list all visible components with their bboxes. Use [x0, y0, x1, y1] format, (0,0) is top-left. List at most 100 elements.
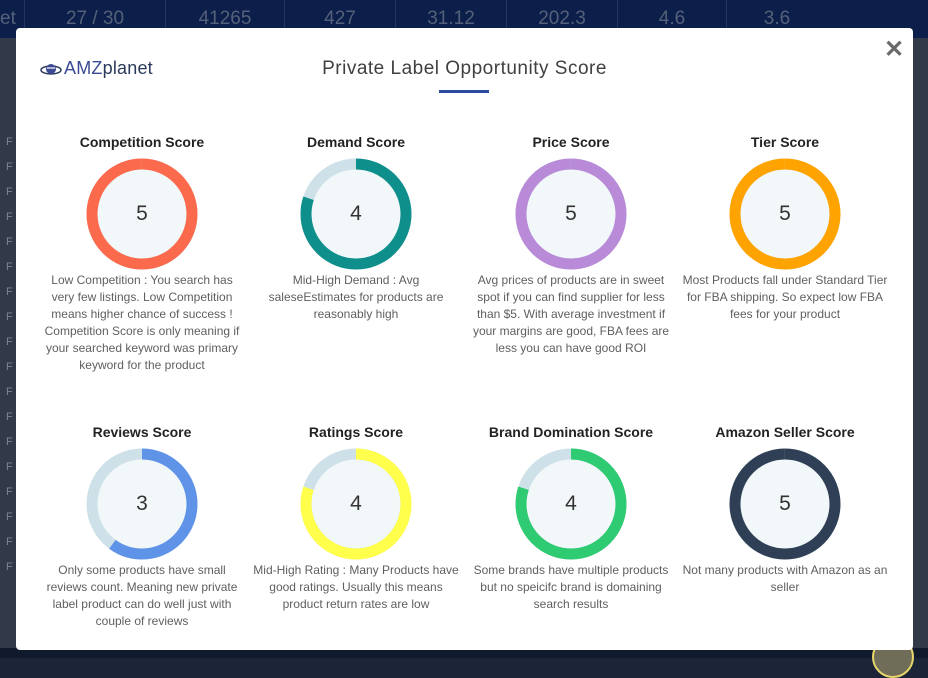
background-table-edge: F F F F F F F F F F F F F F F F F F: [0, 38, 16, 658]
score-card-title: Price Score: [532, 134, 610, 150]
bg-row-marker: F: [6, 411, 13, 423]
score-card-title: Amazon Seller Score: [715, 424, 855, 440]
score-description: Some brands have multiple products but n…: [473, 563, 669, 611]
bg-stat: et: [0, 0, 25, 38]
score-ring-progress: [300, 448, 412, 560]
score-ring: 5: [729, 158, 841, 270]
score-ring-center: [526, 169, 616, 259]
bg-row-marker: F: [6, 511, 13, 523]
title-underline: [439, 90, 489, 93]
bg-stat: 4.6: [618, 0, 727, 38]
modal-title: Private Label Opportunity Score: [322, 58, 607, 79]
score-card: Price Score 5 Avg prices of products are i…: [464, 132, 678, 357]
close-icon[interactable]: ✕: [884, 36, 905, 63]
score-ring-chart: [86, 448, 198, 560]
score-value: 4: [565, 492, 577, 515]
score-card-title: Tier Score: [750, 134, 820, 150]
score-ring: 4: [300, 448, 412, 560]
score-ring: 4: [300, 158, 412, 270]
bg-row-marker: F: [6, 161, 13, 173]
score-card: Tier Score 5 Most Products fall under Stan…: [678, 132, 892, 323]
score-card-title: Brand Domination Score: [488, 424, 654, 440]
planet-logo-icon: [40, 63, 62, 75]
score-description: Avg prices of products are in sweet spot…: [472, 273, 670, 355]
bg-row-marker: F: [6, 486, 13, 498]
bg-row-marker: F: [6, 336, 13, 348]
score-ring-progress: [729, 448, 841, 560]
score-description: Mid-High Demand : Avg saleseEstimates fo…: [268, 273, 444, 321]
bg-row-marker: F: [6, 136, 13, 148]
score-ring: 5: [515, 158, 627, 270]
score-ring-chart: [729, 448, 841, 560]
bg-stat: 41265: [166, 0, 285, 38]
score-card-title: Reviews Score: [92, 424, 192, 440]
bg-row-marker: F: [6, 561, 13, 573]
score-value: 5: [779, 492, 791, 515]
logo-text-suffix: planet: [102, 58, 153, 78]
bg-row-marker: F: [6, 186, 13, 198]
background-footer: [0, 648, 928, 658]
score-ring-center: [311, 169, 401, 259]
bg-row-marker: F: [6, 311, 13, 323]
opportunity-score-modal: AMZplanet Private Label Opportunity Scor…: [16, 28, 913, 650]
bg-row-marker: F: [6, 461, 13, 473]
score-ring-center: [311, 459, 401, 549]
score-ring-chart: [515, 158, 627, 270]
bg-stat: 27 / 30: [25, 0, 166, 38]
bg-row-marker: F: [6, 386, 13, 398]
bg-row-marker: F: [6, 261, 13, 273]
score-value: 5: [565, 202, 577, 225]
score-ring-chart: [300, 448, 412, 560]
amzplanet-logo: AMZplanet: [40, 58, 153, 79]
score-ring-progress: [300, 158, 412, 270]
score-description: Low Competition : You search has very fe…: [44, 273, 240, 372]
bg-row-marker: F: [6, 286, 13, 298]
score-ring-progress: [86, 448, 198, 560]
score-value: 4: [350, 492, 362, 515]
score-ring: 5: [729, 448, 841, 560]
score-ring-center: [97, 459, 187, 549]
score-ring: 5: [86, 158, 198, 270]
bg-row-marker: F: [6, 236, 13, 248]
score-card: Brand Domination Score 4 Some brands have …: [464, 422, 678, 613]
score-value: 5: [136, 202, 148, 225]
score-ring-chart: [300, 158, 412, 270]
bg-row-marker: F: [6, 436, 13, 448]
score-ring: 4: [515, 448, 627, 560]
score-ring-chart: [729, 158, 841, 270]
score-card: Competition Score 5 Low Competition : You …: [35, 132, 249, 374]
score-card: Reviews Score 3 Only some products have sm…: [35, 422, 249, 630]
bg-stat: 427: [285, 0, 396, 38]
score-ring-progress: [86, 158, 198, 270]
score-value: 4: [350, 202, 362, 225]
score-card-title: Competition Score: [79, 134, 205, 150]
score-value: 5: [779, 202, 791, 225]
bg-stat: 202.3: [507, 0, 618, 38]
score-ring-center: [740, 459, 830, 549]
score-ring-center: [526, 459, 616, 549]
score-description: Only some products have small reviews co…: [46, 563, 238, 628]
logo-text-prefix: AMZ: [64, 58, 103, 78]
score-ring-progress: [515, 158, 627, 270]
score-description: Mid-High Rating : Many Products have goo…: [253, 563, 459, 611]
bg-row-marker: F: [6, 536, 13, 548]
score-ring-chart: [86, 158, 198, 270]
score-ring-chart: [515, 448, 627, 560]
background-table-edge-right: [913, 38, 928, 658]
score-value: 3: [136, 492, 148, 515]
score-card-title: Demand Score: [306, 134, 406, 150]
score-description: Most Products fall under Standard Tier f…: [682, 273, 888, 321]
score-ring-center: [97, 169, 187, 259]
score-card: Ratings Score 4 Mid-High Rating : Many Pro…: [249, 422, 463, 613]
bg-row-marker: F: [6, 211, 13, 223]
score-card-title: Ratings Score: [308, 424, 404, 440]
score-card: Demand Score 4 Mid-High Demand : Avg sales…: [249, 132, 463, 323]
score-description: Not many products with Amazon as an sell…: [682, 563, 888, 594]
score-ring-center: [740, 169, 830, 259]
score-ring-progress: [515, 448, 627, 560]
bg-stat: 3.6: [763, 8, 791, 29]
bg-row-marker: F: [6, 361, 13, 373]
score-card: Amazon Seller Score 5 Not many products wi…: [678, 422, 892, 596]
score-ring-progress: [729, 158, 841, 270]
bg-stat: 31.12: [396, 0, 507, 38]
